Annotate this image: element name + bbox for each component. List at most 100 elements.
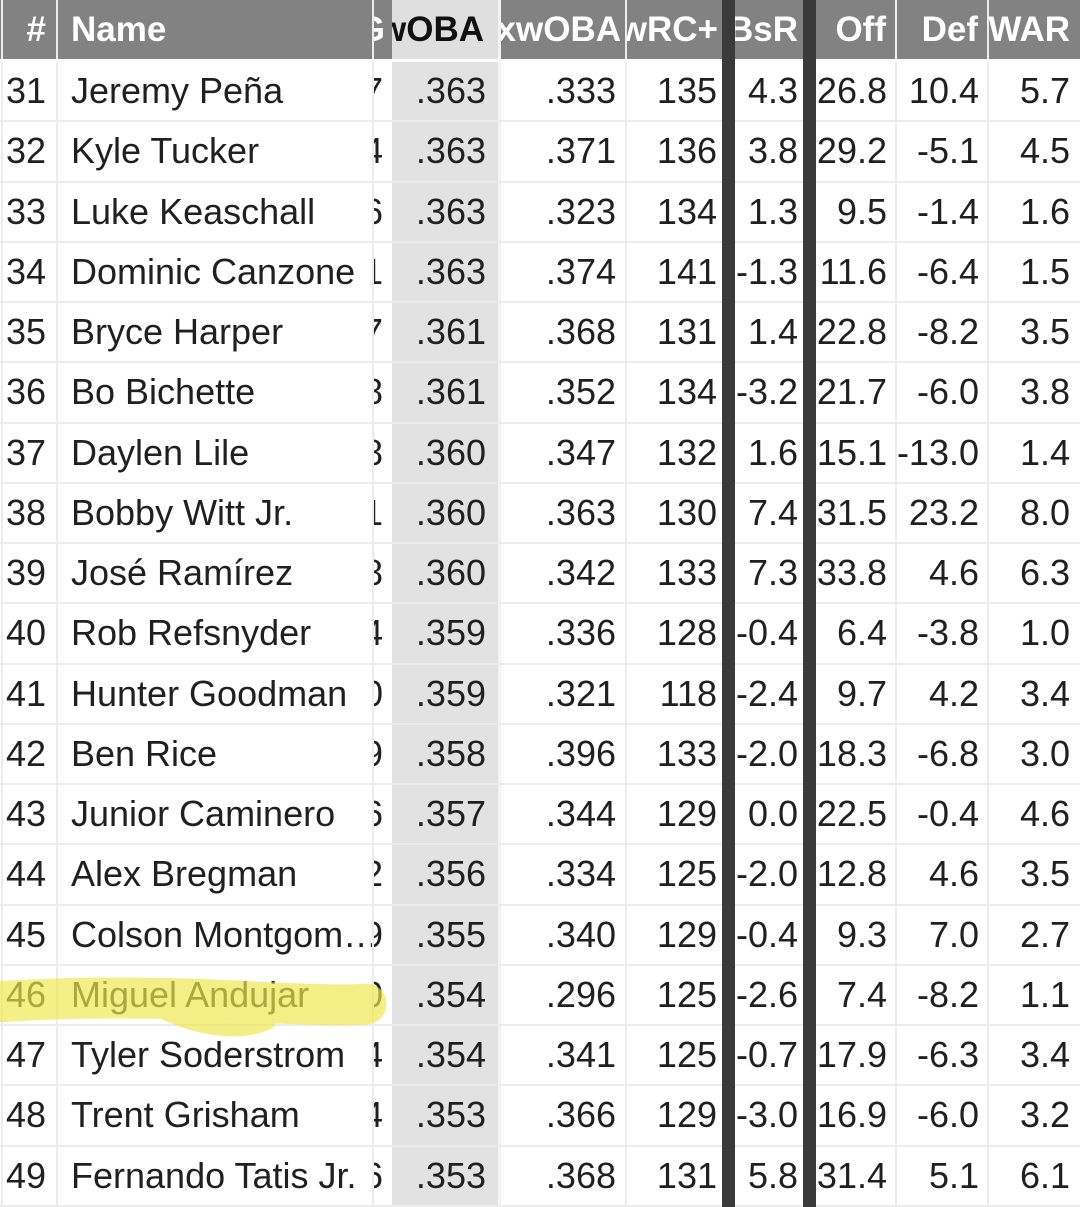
- player-name-link[interactable]: Alex Bregman: [58, 845, 374, 904]
- woba-cell: .361: [392, 303, 501, 362]
- def-cell: 4.6: [897, 544, 989, 603]
- bsr-cell: -2.0: [735, 732, 798, 774]
- xwoba-cell: .296: [501, 965, 627, 1024]
- row-clipped-left-cell: [0, 785, 3, 844]
- player-name-link[interactable]: Dominic Canzone: [58, 242, 374, 301]
- header-xwoba[interactable]: xwOBA: [501, 0, 627, 59]
- xwoba-cell: .333: [501, 62, 627, 121]
- player-name-link[interactable]: Tyler Soderstrom: [58, 1026, 374, 1085]
- table-row: 37 Daylen Lile 8 .360 .347 132 1.6 15.1 …: [0, 423, 1080, 484]
- bsr-cell: 4.3: [747, 70, 798, 112]
- table-row: 42 Ben Rice 9 .358 .396 133 -2.0 18.3 -6…: [0, 724, 1080, 785]
- woba-cell: .360: [392, 483, 501, 542]
- woba-cell: .354: [392, 1026, 501, 1085]
- table-row: 48 Trent Grisham 4 .353 .366 129 -3.0 16…: [0, 1086, 1080, 1147]
- def-cell: 23.2: [897, 483, 989, 542]
- table-row: 35 Bryce Harper 7 .361 .368 131 1.4 22.8…: [0, 303, 1080, 364]
- player-name-link[interactable]: Bo Bichette: [58, 363, 374, 422]
- wrcplus-cell: 125: [656, 1034, 717, 1076]
- header-clipped-left-column: E: [0, 0, 3, 59]
- off-cell: 29.2: [803, 122, 897, 181]
- player-name-link[interactable]: Kyle Tucker: [58, 122, 374, 181]
- bsr-cell: 1.4: [747, 311, 798, 353]
- player-name-link[interactable]: Junior Caminero: [58, 785, 374, 844]
- xwoba-cell: .396: [501, 724, 627, 783]
- bsr-cell: 3.8: [747, 130, 798, 172]
- woba-cell: .360: [392, 544, 501, 603]
- table-row: 44 Alex Bregman 2 .356 .334 125 -2.0 12.…: [0, 845, 1080, 906]
- bsr-cell: -0.7: [735, 1034, 798, 1076]
- games-cell-clipped: 8: [374, 544, 392, 602]
- off-cell: 22.5: [803, 785, 897, 844]
- rank-cell: 40: [3, 604, 58, 663]
- header-wrcplus[interactable]: wRC+: [627, 9, 718, 49]
- player-name-link[interactable]: Jeremy Peña: [58, 62, 374, 121]
- woba-cell: .358: [392, 724, 501, 783]
- wrcplus-cell: 129: [656, 1094, 717, 1136]
- rank-cell: 34: [3, 242, 58, 301]
- rank-cell: 48: [3, 1086, 58, 1145]
- off-cell: 11.6: [803, 242, 897, 301]
- rank-cell: 37: [3, 423, 58, 482]
- player-name-link[interactable]: Luke Keaschall: [58, 182, 374, 241]
- player-name-link[interactable]: Bryce Harper: [58, 303, 374, 362]
- def-cell: 10.4: [897, 62, 989, 121]
- xwoba-cell: .323: [501, 182, 627, 241]
- table-row: 31 Jeremy Peña 7 .363 .333 135 4.3 26.8 …: [0, 62, 1080, 123]
- table-header-row: E # Name G wOBA xwOBA wRC+ BsR Off Def W…: [0, 0, 1080, 62]
- row-clipped-left-cell: [0, 845, 3, 904]
- player-name-link[interactable]: Trent Grisham: [58, 1086, 374, 1145]
- def-cell: -3.8: [897, 604, 989, 663]
- war-cell: 3.5: [1019, 853, 1070, 895]
- bsr-cell: 1.6: [747, 431, 798, 473]
- header-games-clipped[interactable]: G: [374, 0, 392, 59]
- xwoba-cell: .347: [501, 423, 627, 482]
- header-war[interactable]: WAR: [989, 9, 1070, 49]
- header-def[interactable]: Def: [897, 0, 989, 59]
- player-name-link[interactable]: José Ramírez: [58, 544, 374, 603]
- header-woba-sorted[interactable]: wOBA: [392, 0, 501, 59]
- wrcplus-cell: 131: [656, 311, 717, 353]
- table-row: 41 Hunter Goodman 0 .359 .321 118 -2.4 9…: [0, 664, 1080, 725]
- wrcplus-cell: 125: [656, 853, 717, 895]
- frozen-pane-divider-left: [722, 0, 735, 1207]
- war-cell: 1.6: [1019, 190, 1070, 232]
- wrcplus-cell: 129: [656, 913, 717, 955]
- def-cell: 7.0: [897, 905, 989, 964]
- header-off[interactable]: Off: [803, 0, 897, 59]
- header-bsr[interactable]: BsR: [727, 9, 798, 49]
- player-name-link[interactable]: Bobby Witt Jr.: [58, 483, 374, 542]
- player-name-link[interactable]: Hunter Goodman: [58, 664, 374, 723]
- player-name-link[interactable]: Miguel Andujar: [58, 965, 374, 1024]
- war-cell: 4.5: [1019, 130, 1070, 172]
- off-cell: 12.8: [803, 845, 897, 904]
- player-name-link[interactable]: Colson Montgom…: [58, 905, 374, 964]
- table-row: 32 Kyle Tucker 4 .363 .371 136 3.8 29.2 …: [0, 122, 1080, 183]
- off-cell: 6.4: [803, 604, 897, 663]
- player-name-link[interactable]: Daylen Lile: [58, 423, 374, 482]
- player-name-link[interactable]: Fernando Tatis Jr.: [58, 1146, 374, 1205]
- wrcplus-cell: 135: [656, 70, 717, 112]
- off-cell: 9.7: [803, 664, 897, 723]
- woba-cell: .361: [392, 363, 501, 422]
- woba-cell: .354: [392, 965, 501, 1024]
- wrcplus-cell: 118: [659, 672, 717, 714]
- row-clipped-left-cell: [0, 1026, 3, 1085]
- bsr-cell: 7.3: [747, 552, 798, 594]
- def-cell: -6.0: [897, 363, 989, 422]
- off-cell: 21.7: [803, 363, 897, 422]
- header-rank[interactable]: #: [3, 0, 58, 59]
- def-cell: -13.0: [897, 423, 989, 482]
- games-cell-clipped: 9: [374, 725, 392, 783]
- war-cell: 3.5: [1019, 311, 1070, 353]
- bsr-cell: -0.4: [735, 612, 798, 654]
- games-cell-clipped: 9: [374, 906, 392, 964]
- woba-cell: .359: [392, 664, 501, 723]
- off-cell: 9.3: [803, 905, 897, 964]
- war-cell: 6.3: [1019, 552, 1070, 594]
- def-cell: -8.2: [897, 303, 989, 362]
- off-cell: 26.8: [803, 62, 897, 121]
- header-name[interactable]: Name: [58, 0, 374, 59]
- player-name-link[interactable]: Rob Refsnyder: [58, 604, 374, 663]
- player-name-link[interactable]: Ben Rice: [58, 724, 374, 783]
